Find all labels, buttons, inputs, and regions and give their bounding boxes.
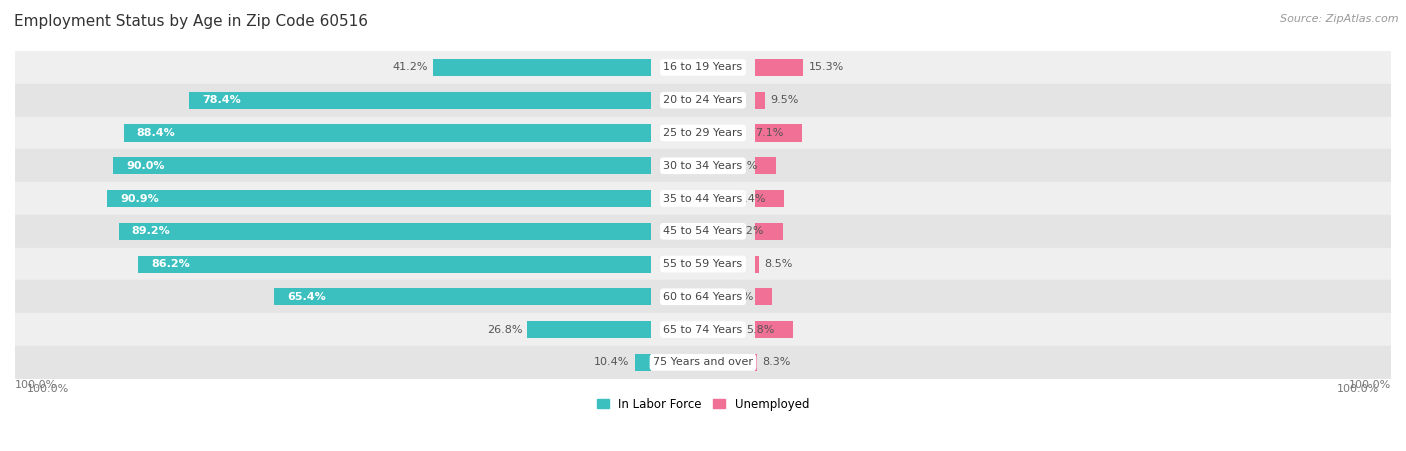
Bar <box>755 256 759 272</box>
Text: 78.4%: 78.4% <box>202 95 242 105</box>
Text: 90.9%: 90.9% <box>121 193 159 203</box>
Text: Source: ZipAtlas.com: Source: ZipAtlas.com <box>1281 14 1399 23</box>
Bar <box>274 288 651 305</box>
Text: 3.2%: 3.2% <box>730 161 758 171</box>
Text: 4.4%: 4.4% <box>737 193 766 203</box>
Text: 4.2%: 4.2% <box>735 226 765 236</box>
Text: 9.5%: 9.5% <box>770 95 799 105</box>
Bar <box>15 149 1391 182</box>
Bar <box>755 223 783 240</box>
Bar <box>755 354 758 371</box>
Bar <box>15 281 1391 313</box>
Bar <box>755 190 785 207</box>
Text: Employment Status by Age in Zip Code 60516: Employment Status by Age in Zip Code 605… <box>14 14 368 28</box>
Bar <box>107 190 651 207</box>
Text: 89.2%: 89.2% <box>132 226 170 236</box>
Text: 65 to 74 Years: 65 to 74 Years <box>664 325 742 335</box>
Bar <box>118 223 651 240</box>
Text: 26.8%: 26.8% <box>486 325 522 335</box>
Text: 25 to 29 Years: 25 to 29 Years <box>664 128 742 138</box>
Bar <box>15 84 1391 117</box>
Bar <box>190 92 651 109</box>
Bar <box>636 354 651 371</box>
Text: 100.0%: 100.0% <box>15 380 58 391</box>
Bar <box>527 321 651 338</box>
Text: 88.4%: 88.4% <box>136 128 176 138</box>
Text: 60 to 64 Years: 60 to 64 Years <box>664 292 742 302</box>
Text: 35 to 44 Years: 35 to 44 Years <box>664 193 742 203</box>
Text: 15.3%: 15.3% <box>808 62 844 73</box>
Text: 86.2%: 86.2% <box>152 259 190 269</box>
Bar <box>755 157 776 174</box>
Bar <box>755 288 772 305</box>
Text: 100.0%: 100.0% <box>1348 380 1391 391</box>
Bar <box>15 215 1391 248</box>
Text: 8.5%: 8.5% <box>763 259 793 269</box>
Text: 20 to 24 Years: 20 to 24 Years <box>664 95 742 105</box>
Text: 75 Years and over: 75 Years and over <box>652 357 754 367</box>
Legend: In Labor Force, Unemployed: In Labor Force, Unemployed <box>592 393 814 415</box>
Bar <box>138 256 651 272</box>
Text: 65.4%: 65.4% <box>288 292 326 302</box>
Text: 5.8%: 5.8% <box>747 325 775 335</box>
Text: 45 to 54 Years: 45 to 54 Years <box>664 226 742 236</box>
Bar <box>433 59 651 76</box>
Bar <box>15 313 1391 346</box>
Bar <box>124 124 651 142</box>
Bar <box>15 51 1391 84</box>
Bar <box>15 248 1391 281</box>
Bar <box>15 117 1391 149</box>
Text: 41.2%: 41.2% <box>392 62 427 73</box>
Text: 30 to 34 Years: 30 to 34 Years <box>664 161 742 171</box>
Text: 2.6%: 2.6% <box>725 292 754 302</box>
Bar <box>755 321 793 338</box>
Text: 10.4%: 10.4% <box>595 357 630 367</box>
Text: 8.3%: 8.3% <box>762 357 792 367</box>
Bar <box>755 59 803 76</box>
Bar <box>114 157 651 174</box>
Text: 16 to 19 Years: 16 to 19 Years <box>664 62 742 73</box>
Bar <box>15 182 1391 215</box>
Bar <box>755 124 801 142</box>
Text: 55 to 59 Years: 55 to 59 Years <box>664 259 742 269</box>
Text: 7.1%: 7.1% <box>755 128 783 138</box>
Text: 90.0%: 90.0% <box>127 161 165 171</box>
Bar <box>15 346 1391 379</box>
Bar <box>755 92 765 109</box>
